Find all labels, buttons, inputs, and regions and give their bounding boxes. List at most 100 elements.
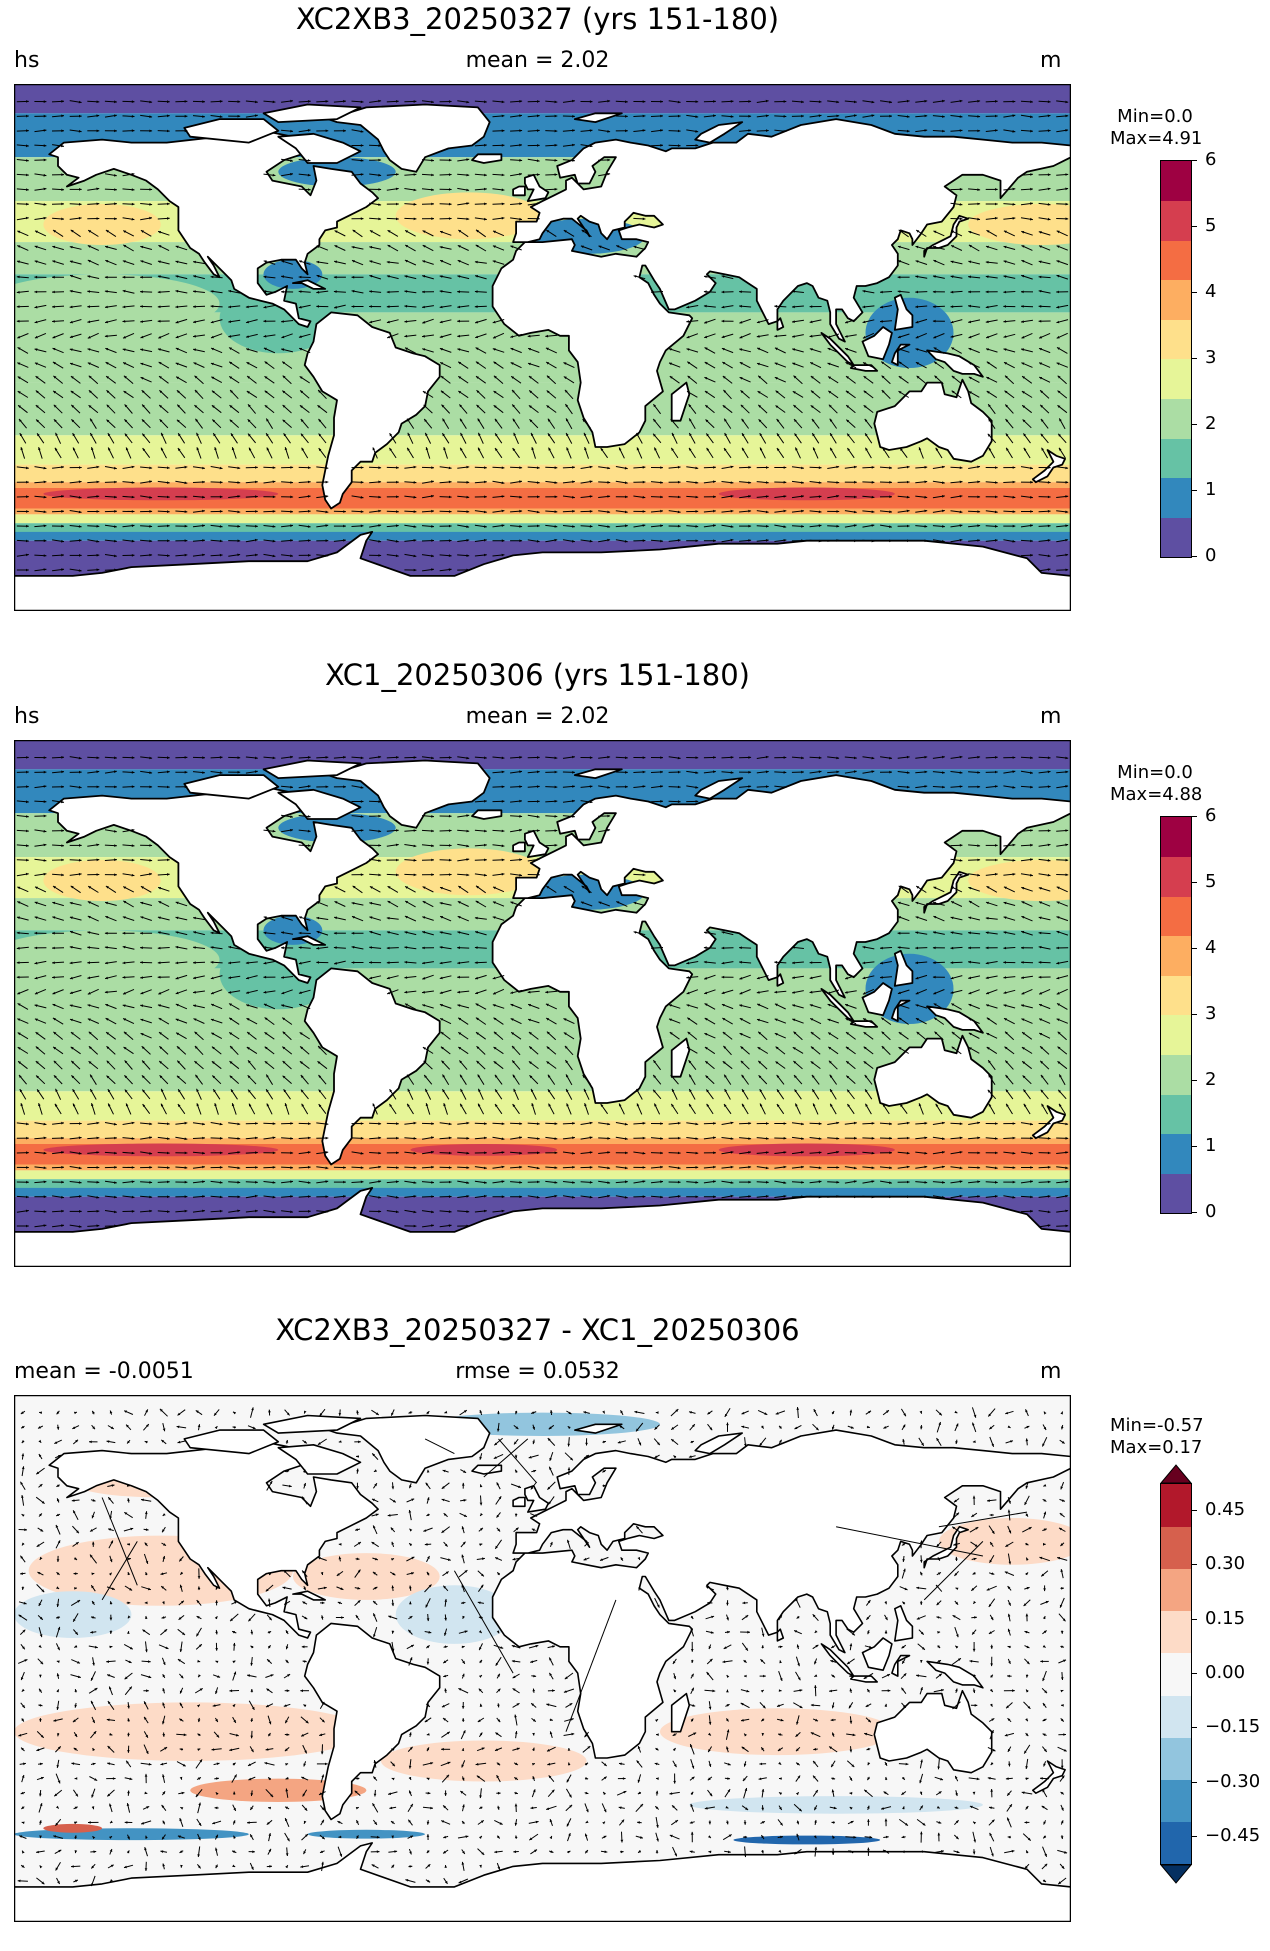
neg-blob [14,1591,131,1638]
colorbar-extend-max [1160,1464,1192,1484]
colorbar-tick [1191,816,1197,817]
pos-blob [660,1708,895,1755]
wave-height-map [14,84,1071,611]
colorbar-segment [1161,1737,1191,1780]
land-ireland [513,187,525,196]
colorbar [1160,160,1192,558]
colorbar-tick-label: 4 [1205,937,1216,958]
colorbar-tick-label: 0 [1205,545,1216,566]
colorbar-segment [1161,1526,1191,1569]
colorbar-tick [1191,1836,1197,1837]
colorbar-segment [1161,161,1191,201]
max-label: Max=0.17 [1110,1437,1200,1459]
colorbar-tick [1191,882,1197,883]
min-label: Min=0.0 [1110,762,1200,784]
peak-blob [43,488,278,501]
southern-edge-band [14,1170,1071,1179]
units-label: m [1040,704,1061,729]
land-ireland [513,843,525,852]
colorbar-segment [1161,478,1191,518]
colorbar-segment [1161,857,1191,897]
land-iceland [472,810,501,819]
colorbar-tick [1191,1212,1197,1213]
roaring-forties-band [14,1138,1071,1144]
arctic-band [14,740,1071,769]
colorbar-tick [1191,1564,1197,1565]
min-label: Min=0.0 [1110,106,1200,128]
colorbar-segment [1161,1822,1191,1865]
colorbar-segment [1161,975,1191,1015]
colorbar-tick-label: 5 [1205,215,1216,236]
panel-title: XC2XB3_20250327 (yrs 151-180) [0,2,1075,36]
colorbar-segment [1161,1695,1191,1738]
colorbar-segment [1161,201,1191,241]
colorbar-tick [1191,948,1197,949]
colorbar-tick [1191,1080,1197,1081]
colorbar-tick-label: 0.00 [1205,1662,1245,1683]
neg-blob-strong [308,1830,425,1839]
min-label: Min=-0.57 [1110,1415,1200,1437]
colorbar-segment [1161,438,1191,478]
wave-height-difference-map [14,1395,1071,1922]
southern-edge-band [14,514,1071,523]
wave-height-map [14,740,1071,1267]
panel-title: XC2XB3_20250327 - XC1_20250306 [0,1313,1075,1347]
colorbar-tick [1191,490,1197,491]
colorbar-tick-label: 6 [1205,805,1216,826]
colorbar-segment [1161,319,1191,359]
colorbar-tick-label: 1 [1205,1135,1216,1156]
colorbar [1160,816,1192,1214]
colorbar-segment [1161,1055,1191,1095]
units-label: m [1040,48,1061,73]
colorbar-tick-label: 6 [1205,149,1216,170]
colorbar-tick-label: −0.45 [1205,1825,1260,1846]
colorbar-tick-label: 2 [1205,413,1216,434]
southern-ocean-edge [14,509,1071,515]
colorbar-segment [1161,1484,1191,1527]
colorbar-tick [1191,556,1197,557]
colorbar-segment [1161,517,1191,557]
colorbar-segment [1161,1134,1191,1174]
colorbar-tick-label: 5 [1205,871,1216,892]
peak-blob [719,488,895,501]
map-canvas [14,84,1071,611]
colorbar-extend-min [1160,1864,1192,1884]
peak-blob [43,1144,278,1157]
colorbar-segment [1161,1780,1191,1823]
colorbar-tick-label: 0.30 [1205,1553,1245,1574]
colorbar-tick-label: 3 [1205,347,1216,368]
arctic-band [14,84,1071,113]
colorbar-tick [1191,292,1197,293]
colorbar-tick [1191,1619,1197,1620]
min-max-label: Min=0.0 Max=4.91 [1110,106,1200,150]
colorbar-segment [1161,399,1191,439]
pos-blob [381,1741,587,1782]
mean-label: mean = 2.02 [0,48,1075,73]
panel-hs-xc1: XC1_20250306 (yrs 151-180) hs mean = 2.0… [0,656,1270,1296]
map-canvas [14,740,1071,1267]
peak-blob [719,1144,895,1157]
southern-edge-band [14,532,1071,541]
colorbar-tick-label: 4 [1205,281,1216,302]
colorbar-tick-label: 2 [1205,1069,1216,1090]
colorbar-tick-label: 0.15 [1205,1608,1245,1629]
colorbar-tick-label: 0 [1205,1201,1216,1222]
map-canvas [14,1395,1071,1922]
colorbar-tick-label: −0.30 [1205,1771,1260,1792]
pacific-peak [43,860,160,901]
roaring-forties-band [14,482,1071,488]
neg-blob-strongest [733,1836,880,1845]
southern-edge-band [14,1179,1071,1188]
colorbar-tick [1191,160,1197,161]
colorbar-tick [1191,1782,1197,1783]
colorbar-tick [1191,1673,1197,1674]
colorbar-tick [1191,1727,1197,1728]
colorbar-segment [1161,1611,1191,1654]
rmse-label: rmse = 0.0532 [0,1359,1075,1384]
colorbar-segment [1161,359,1191,399]
pos-blob-peak [43,1824,102,1833]
southern-ocean-edge [14,1165,1071,1171]
colorbar-segment [1161,896,1191,936]
land-iceland [472,154,501,163]
colorbar [1160,1483,1192,1865]
